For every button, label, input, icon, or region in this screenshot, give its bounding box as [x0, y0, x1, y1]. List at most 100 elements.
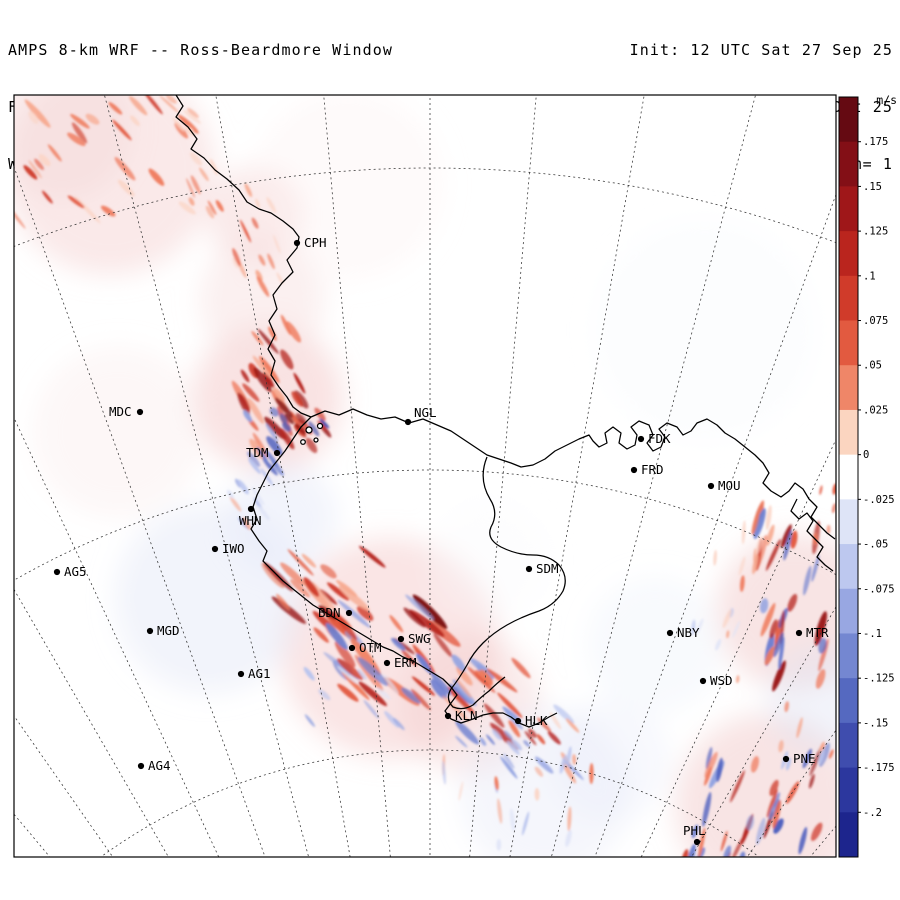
- contour-streak: [695, 618, 704, 635]
- contour-streak: [334, 641, 356, 668]
- station: TDM: [246, 445, 281, 460]
- station-dot: [293, 239, 301, 247]
- contour-streak: [308, 421, 320, 437]
- contour-wash: [430, 500, 550, 620]
- station-label: TDM: [246, 445, 269, 460]
- contour-streak: [172, 117, 185, 132]
- station: CPH: [293, 235, 327, 250]
- contour-streak: [258, 254, 266, 266]
- contour-streak: [430, 672, 452, 696]
- station-dot: [693, 838, 701, 846]
- station: ERM: [383, 655, 417, 670]
- grid-line: [509, 95, 645, 857]
- contour-streak: [319, 418, 330, 429]
- island: [305, 426, 313, 434]
- station-label: WSD: [710, 673, 733, 688]
- contour-streak: [565, 829, 572, 847]
- grid-line: [14, 416, 220, 857]
- contour-streak: [336, 579, 358, 597]
- contour-streak: [280, 349, 294, 370]
- station-label: PNE: [793, 751, 816, 766]
- station-dot: [247, 505, 255, 513]
- contour-streak: [503, 753, 515, 769]
- contour-streak: [319, 589, 338, 605]
- contour-streak: [258, 505, 270, 521]
- contour-streak: [174, 122, 189, 139]
- contour-streak: [67, 132, 86, 146]
- station-label: MOU: [718, 478, 741, 493]
- contour-streak: [276, 593, 290, 611]
- contour-streak: [67, 195, 85, 209]
- contour-streak: [253, 367, 272, 393]
- contour-streak: [265, 423, 279, 442]
- contour-streak: [811, 554, 820, 582]
- contour-streak: [114, 157, 136, 181]
- contour-streak: [760, 602, 776, 637]
- contour-streak: [730, 770, 745, 803]
- contour-streak: [828, 749, 834, 759]
- station: HLK: [514, 713, 548, 728]
- station-label: SWG: [408, 631, 431, 646]
- station: WHN: [239, 505, 262, 528]
- colorbar-tick-label: -.05: [863, 539, 888, 551]
- contour-streak: [553, 704, 575, 724]
- contour-streak: [14, 199, 26, 229]
- station-dot: [444, 712, 452, 720]
- contour-streak: [238, 393, 251, 413]
- contour-streak: [433, 633, 453, 658]
- station-label: AG5: [64, 564, 87, 579]
- grid-line: [640, 438, 836, 857]
- contour-streak: [803, 565, 812, 596]
- station: FRD: [630, 462, 664, 477]
- contour-streak: [264, 449, 279, 467]
- contour-streak: [467, 666, 496, 693]
- grid-line: [14, 588, 169, 857]
- contour-streak-layer: [14, 95, 836, 857]
- colorbar-segment: [839, 544, 858, 590]
- contour-wash: [676, 714, 836, 857]
- contour-streak: [47, 144, 62, 162]
- colorbar-segment: [839, 633, 858, 679]
- station-layer: CPH MDC NGL FDK FRD MOU TDM WHN IWO AG5 SDM MGD BDN N…: [53, 235, 829, 846]
- contour-streak: [508, 720, 521, 738]
- colorbar-segment: [839, 812, 858, 858]
- contour-streak: [534, 766, 544, 777]
- contour-streak: [691, 619, 696, 636]
- contour-streak: [291, 391, 304, 407]
- colorbar-units: m/s: [876, 93, 897, 107]
- contour-streak: [784, 701, 790, 713]
- contour-streak: [753, 508, 766, 540]
- station-label: CPH: [304, 235, 327, 250]
- colorbar-tick-label: .125: [863, 226, 888, 238]
- contour-streak: [285, 321, 301, 343]
- contour-streak: [159, 95, 179, 113]
- coastline-central-peninsula: [447, 456, 566, 710]
- contour-streak: [262, 458, 278, 476]
- contour-streak: [735, 675, 740, 684]
- contour-streak: [451, 654, 466, 672]
- contour-streak: [266, 197, 277, 213]
- station-dot: [630, 466, 638, 474]
- contour-streak: [337, 599, 371, 628]
- contour-streak: [232, 257, 239, 269]
- station-label: PHL: [683, 823, 706, 838]
- contour-streak: [190, 175, 201, 195]
- contour-streak: [341, 671, 370, 701]
- contour-streak: [458, 781, 464, 801]
- coastline-mountain-front: [250, 416, 558, 728]
- contour-streak: [479, 737, 487, 746]
- contour-streak: [403, 607, 426, 628]
- contour-streak: [244, 183, 253, 198]
- contour-streak: [384, 710, 400, 728]
- contour-streak: [247, 397, 264, 424]
- colorbar-segment: [839, 499, 858, 545]
- colorbar-tick-label: -.125: [863, 673, 895, 685]
- contour-streak: [691, 824, 699, 839]
- colorbar-segment: [839, 97, 858, 143]
- contour-streak: [765, 538, 781, 571]
- contour-streak: [485, 734, 495, 745]
- contour-streak: [497, 798, 503, 824]
- contour-streak: [304, 714, 316, 728]
